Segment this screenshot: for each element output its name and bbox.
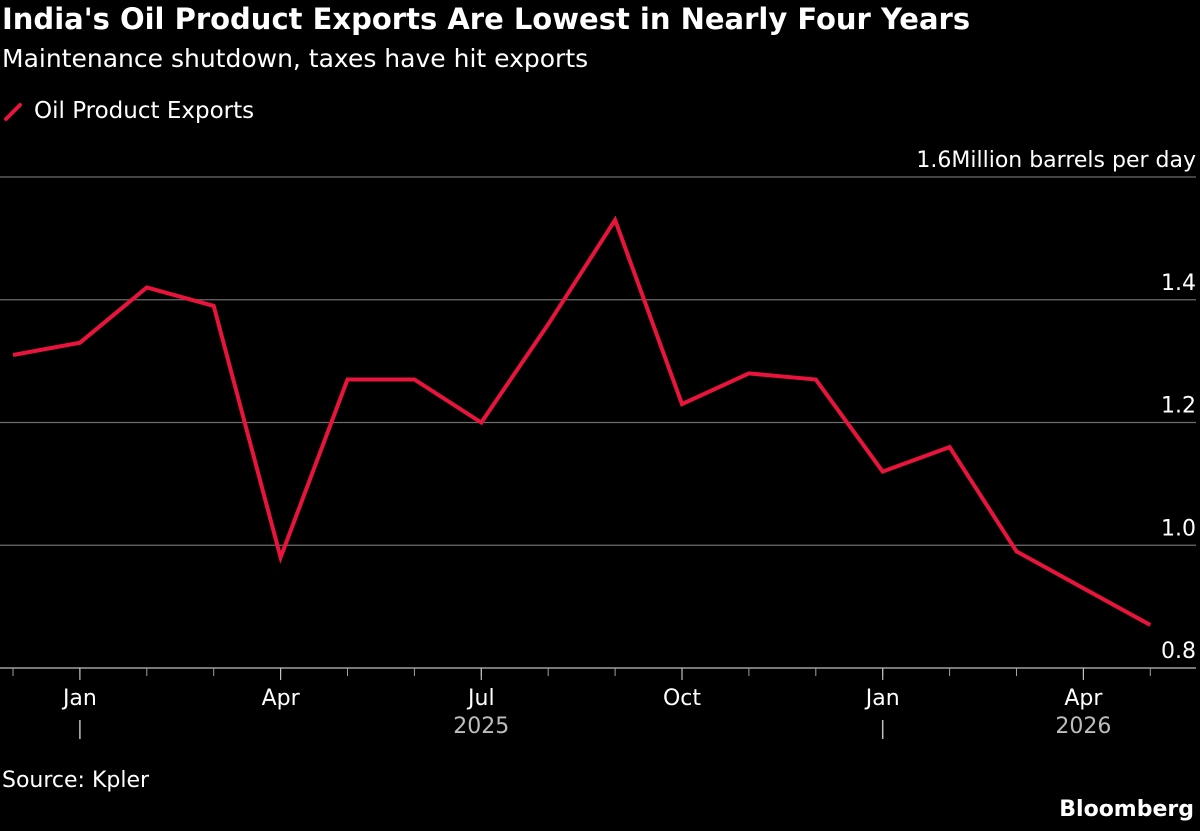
y-tick-label: 1.2 — [1161, 394, 1196, 419]
legend-label: Oil Product Exports — [34, 98, 255, 124]
chart-title: India's Oil Product Exports Are Lowest i… — [2, 2, 971, 36]
series-line-oil-product-exports — [12, 215, 1152, 627]
legend: Oil Product Exports — [2, 98, 254, 124]
y-tick-label: 1.4 — [1161, 271, 1196, 296]
x-tick-label: Jul — [466, 686, 495, 711]
y-tick-label: 1.0 — [1161, 516, 1196, 541]
y-tick-label: 0.8 — [1161, 639, 1196, 664]
x-tick-label: Jan — [864, 686, 900, 711]
year-label: 2026 — [1055, 714, 1111, 739]
bloomberg-logo: Bloomberg — [1059, 797, 1194, 822]
chart-subtitle: Maintenance shutdown, taxes have hit exp… — [2, 44, 589, 73]
x-tick-label: Jan — [61, 686, 97, 711]
y-tick-label: 1.6Million barrels per day — [916, 148, 1196, 173]
x-tick-label: Apr — [1064, 686, 1103, 711]
year-label: 2025 — [453, 714, 509, 739]
x-tick-label: Oct — [663, 686, 701, 711]
source-note: Source: Kpler — [2, 768, 150, 793]
red-line-swatch-icon — [4, 103, 22, 121]
x-tick-label: Apr — [262, 686, 301, 711]
